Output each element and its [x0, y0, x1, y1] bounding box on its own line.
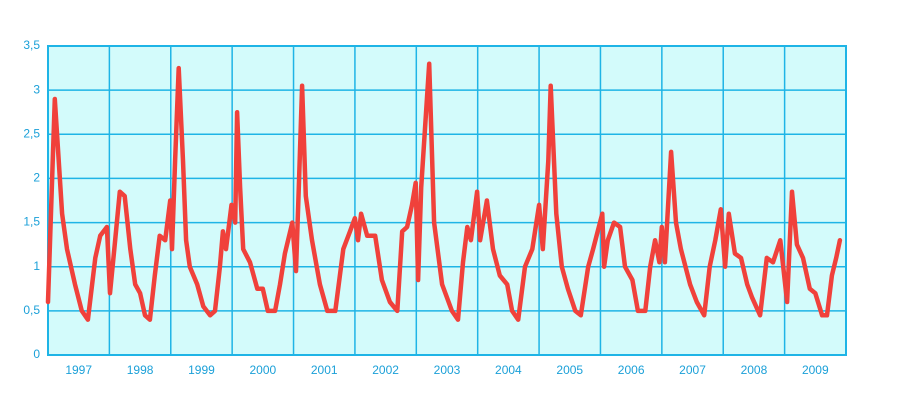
x-tick-label: 2002: [372, 363, 399, 377]
x-tick-label: 2007: [679, 363, 706, 377]
y-tick-label: 2: [33, 171, 40, 185]
y-tick-label: 3,5: [23, 38, 40, 52]
x-tick-label: 2000: [249, 363, 276, 377]
y-tick-label: 0,5: [23, 303, 40, 317]
x-tick-label: 2001: [311, 363, 338, 377]
y-tick-label: 1: [33, 259, 40, 273]
data-line: [45, 61, 843, 322]
x-tick-label: 2009: [802, 363, 829, 377]
x-tick-label: 1999: [188, 363, 215, 377]
x-tick-label: 1998: [127, 363, 154, 377]
plot-area: [47, 45, 847, 356]
x-tick-label: 2004: [495, 363, 522, 377]
x-tick-label: 2006: [618, 363, 645, 377]
y-tick-label: 0: [33, 347, 40, 361]
y-tick-label: 3: [33, 82, 40, 96]
x-tick-label: 2008: [741, 363, 768, 377]
y-tick-label: 2,5: [23, 126, 40, 140]
y-tick-label: 1,5: [23, 215, 40, 229]
x-tick-label: 2005: [556, 363, 583, 377]
x-tick-label: 2003: [434, 363, 461, 377]
x-tick-label: 1997: [65, 363, 92, 377]
